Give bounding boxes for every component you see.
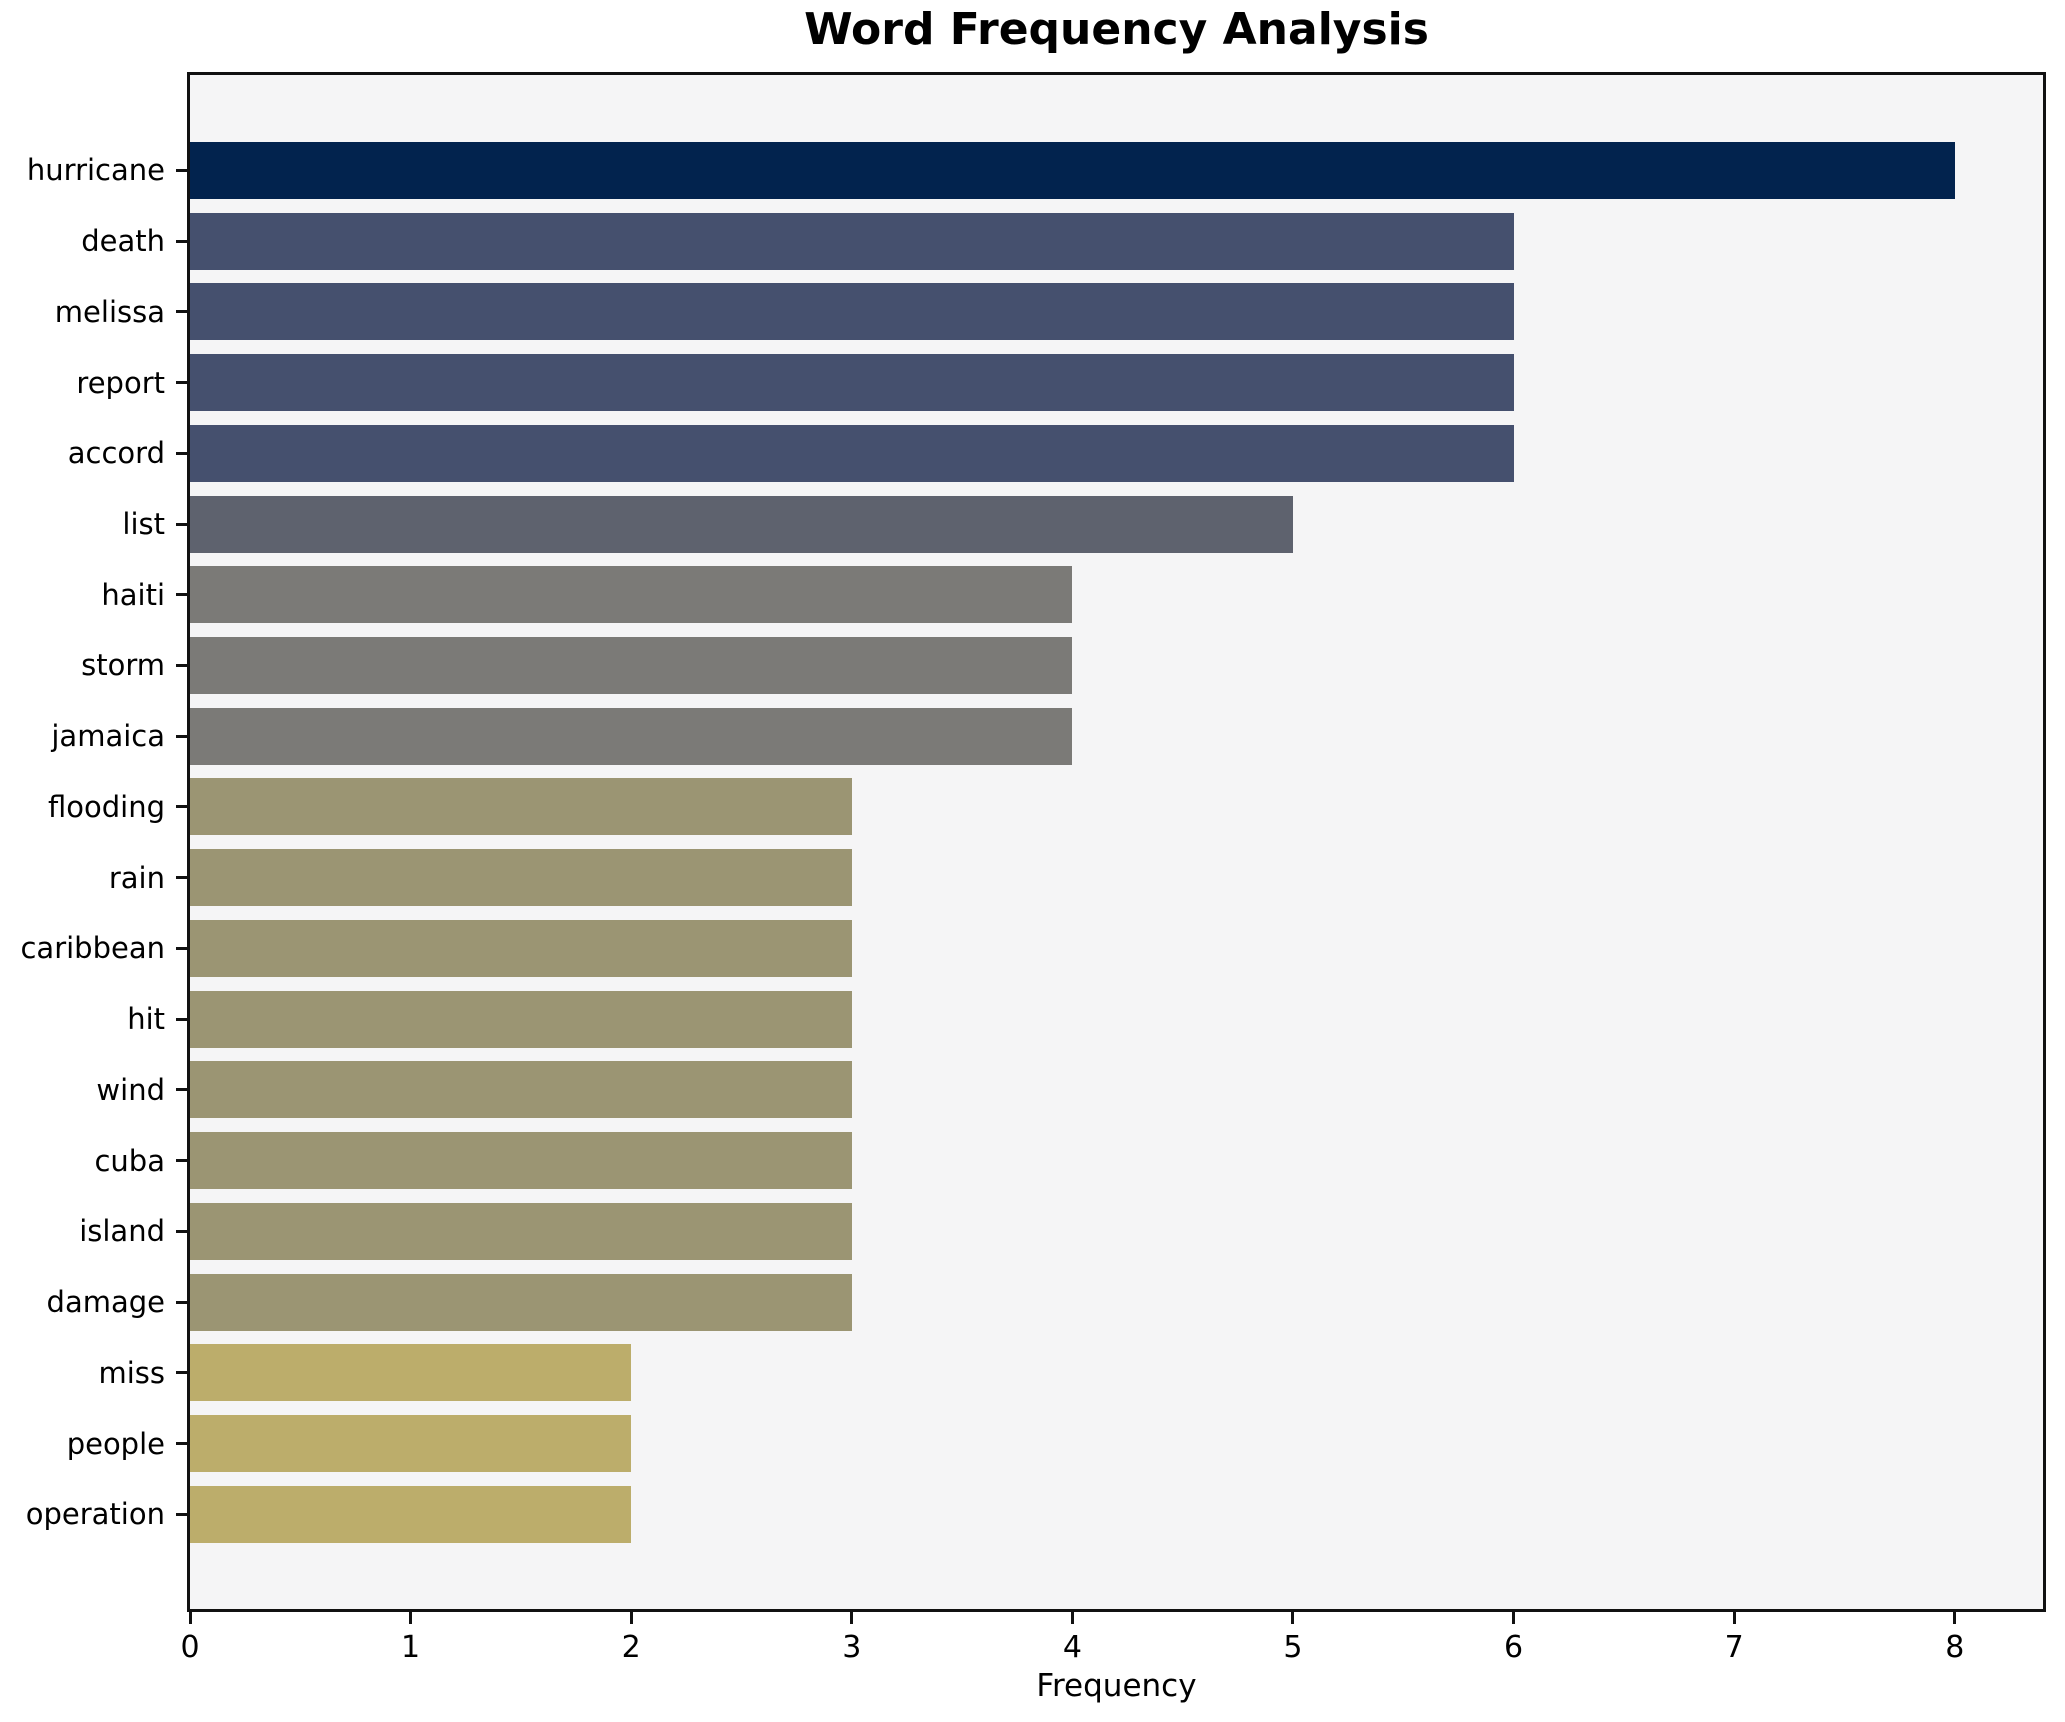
y-tick-label-damage: damage: [46, 1285, 165, 1320]
bar-haiti: [190, 566, 1073, 624]
x-tick-label-6: 6: [1504, 1630, 1524, 1665]
y-tick-label-flooding: flooding: [47, 789, 165, 824]
y-tick-mark: [176, 663, 187, 667]
y-tick-label-report: report: [76, 365, 165, 400]
y-tick-mark: [176, 876, 187, 880]
y-tick-label-hit: hit: [127, 1002, 165, 1037]
bar-miss: [190, 1344, 632, 1402]
y-tick-label-island: island: [79, 1214, 165, 1249]
y-tick-label-hurricane: hurricane: [26, 153, 165, 188]
x-tick-label-7: 7: [1724, 1630, 1744, 1665]
bar-wind: [190, 1061, 852, 1119]
y-tick-label-haiti: haiti: [101, 577, 165, 612]
y-tick-label-jamaica: jamaica: [51, 719, 165, 754]
y-tick-label-operation: operation: [25, 1497, 165, 1532]
x-tick-mark: [1070, 1612, 1074, 1624]
y-tick-label-wind: wind: [96, 1072, 165, 1107]
x-tick-label-0: 0: [180, 1630, 200, 1665]
x-tick-label-3: 3: [842, 1630, 862, 1665]
y-tick-mark: [176, 734, 187, 738]
y-tick-mark: [176, 1371, 187, 1375]
x-tick-label-1: 1: [401, 1630, 421, 1665]
bar-list: [190, 495, 1293, 553]
bar-caribbean: [190, 919, 852, 977]
bar-death: [190, 212, 1514, 270]
bar-cuba: [190, 1132, 852, 1190]
bar-jamaica: [190, 707, 1073, 765]
y-tick-label-miss: miss: [98, 1355, 165, 1390]
y-tick-mark: [176, 451, 187, 455]
y-tick-mark: [176, 239, 187, 243]
bar-operation: [190, 1485, 632, 1543]
y-tick-mark: [176, 522, 187, 526]
y-tick-mark: [176, 168, 187, 172]
chart-title: Word Frequency Analysis: [804, 4, 1429, 55]
bar-storm: [190, 636, 1073, 694]
x-tick-label-2: 2: [621, 1630, 641, 1665]
y-tick-label-caribbean: caribbean: [20, 931, 165, 966]
x-tick-mark: [188, 1612, 192, 1624]
x-tick-label-8: 8: [1945, 1630, 1965, 1665]
y-tick-label-storm: storm: [81, 648, 165, 683]
x-tick-mark: [409, 1612, 413, 1624]
y-tick-mark: [176, 1159, 187, 1163]
x-tick-mark: [1291, 1612, 1295, 1624]
y-tick-label-melissa: melissa: [54, 294, 165, 329]
y-tick-label-cuba: cuba: [94, 1143, 165, 1178]
x-tick-mark: [1732, 1612, 1736, 1624]
y-tick-label-accord: accord: [67, 436, 165, 471]
x-tick-mark: [629, 1612, 633, 1624]
x-tick-mark: [1953, 1612, 1957, 1624]
plot-area: [187, 72, 2046, 1612]
y-tick-mark: [176, 1088, 187, 1092]
y-tick-label-death: death: [81, 224, 165, 259]
bar-damage: [190, 1273, 852, 1331]
y-tick-mark: [176, 1300, 187, 1304]
y-tick-label-list: list: [122, 507, 165, 541]
y-tick-label-rain: rain: [108, 860, 165, 895]
y-tick-mark: [176, 946, 187, 950]
y-tick-mark: [176, 1512, 187, 1516]
y-tick-label-people: people: [66, 1426, 165, 1461]
y-tick-mark: [176, 805, 187, 809]
x-tick-label-5: 5: [1283, 1630, 1303, 1665]
bar-hit: [190, 990, 852, 1048]
y-tick-mark: [176, 1442, 187, 1446]
bar-island: [190, 1202, 852, 1260]
x-tick-mark: [1512, 1612, 1516, 1624]
bar-melissa: [190, 283, 1514, 341]
x-axis-title: Frequency: [1036, 1668, 1197, 1704]
bar-report: [190, 354, 1514, 412]
y-tick-mark: [176, 310, 187, 314]
bar-hurricane: [190, 141, 1955, 199]
bar-flooding: [190, 778, 852, 836]
y-tick-mark: [176, 381, 187, 385]
y-tick-mark: [176, 1229, 187, 1233]
x-tick-label-4: 4: [1062, 1630, 1082, 1665]
bar-rain: [190, 849, 852, 907]
x-tick-mark: [850, 1612, 854, 1624]
bar-people: [190, 1415, 632, 1473]
bar-accord: [190, 424, 1514, 482]
y-tick-mark: [176, 1017, 187, 1021]
y-tick-mark: [176, 593, 187, 597]
